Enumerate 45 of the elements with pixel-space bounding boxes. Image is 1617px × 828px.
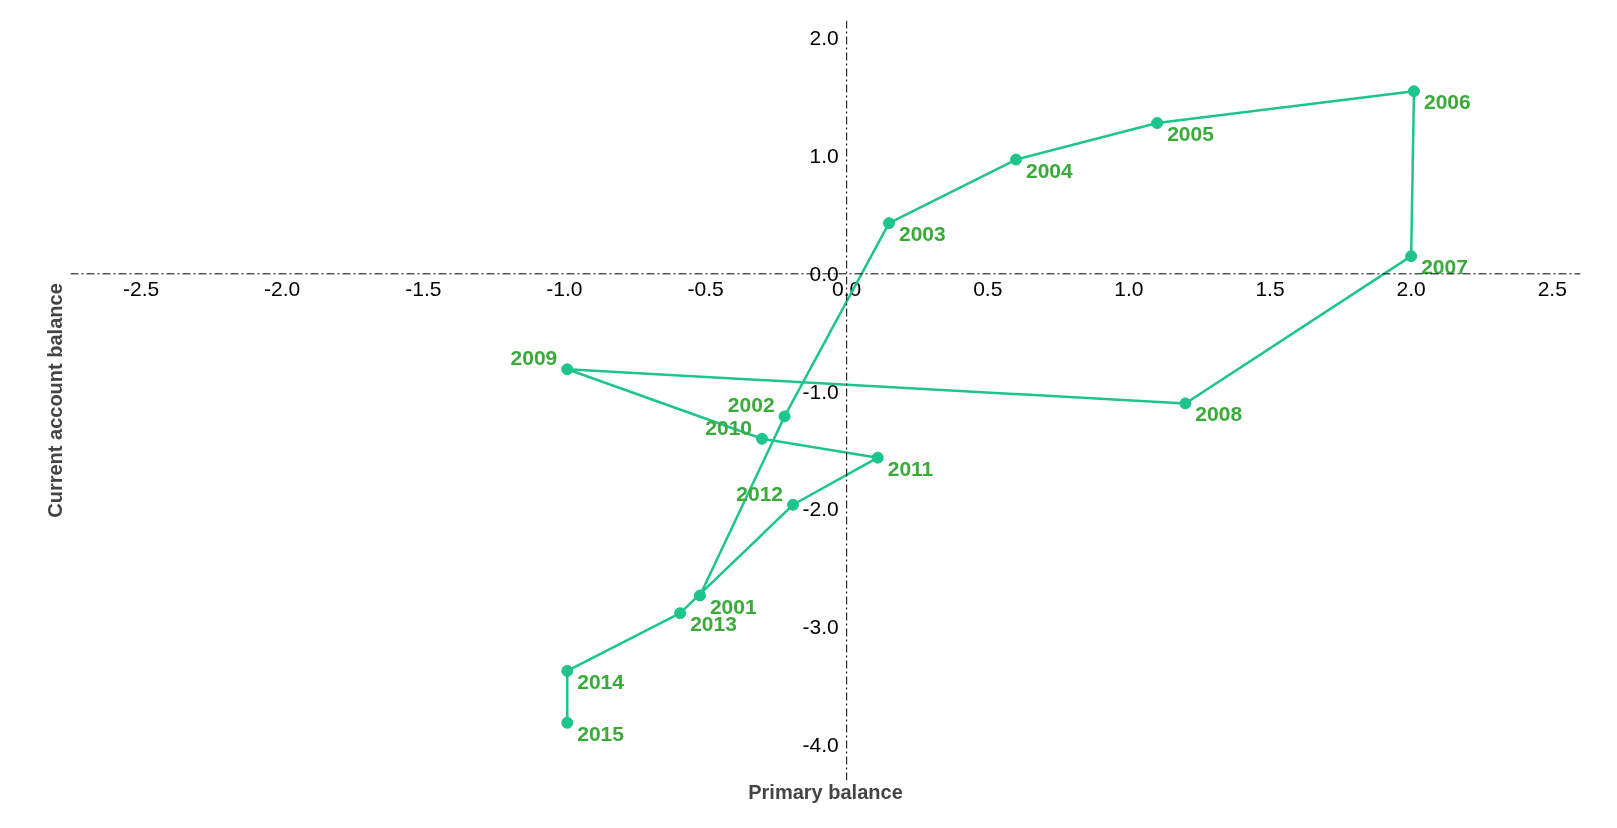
y-axis-title: Current account balance	[43, 283, 66, 518]
x-tick-label: -1.0	[546, 276, 583, 300]
x-axis-title: Primary balance	[748, 780, 903, 803]
x-tick-label: -1.5	[405, 276, 442, 300]
y-tick-label: -4.0	[802, 733, 839, 757]
y-tick-label: -1.0	[802, 379, 839, 403]
annotation: 2007	[1421, 255, 1468, 279]
annotation: 2008	[1195, 402, 1243, 426]
annotation: 2004	[1026, 158, 1074, 182]
x-tick-label: 2.0	[1396, 276, 1426, 300]
x-tick-label: -2.5	[122, 276, 160, 300]
annotation: 2011	[887, 456, 934, 480]
point	[561, 664, 574, 677]
y-tick-label: 2.0	[809, 26, 839, 50]
point	[1405, 250, 1418, 263]
annotation: 2002	[727, 393, 775, 417]
y-tick-label: -2.0	[802, 497, 839, 521]
annotation: 2015	[577, 721, 625, 745]
annotation: 2014	[577, 669, 625, 693]
annotation: 2001	[709, 594, 757, 618]
point	[693, 589, 706, 602]
point	[561, 716, 574, 729]
annotation: 2009	[510, 346, 558, 370]
annotation: 2003	[899, 222, 946, 246]
point	[756, 432, 768, 445]
point	[1179, 397, 1192, 410]
point	[778, 410, 791, 423]
y-tick-label: -3.0	[802, 615, 839, 639]
x-tick-label: 1.5	[1255, 276, 1285, 300]
x-tick-label: -0.5	[687, 276, 724, 300]
point	[561, 363, 574, 376]
point	[871, 451, 884, 464]
point	[883, 217, 895, 230]
annotation: 2006	[1423, 90, 1471, 114]
x-tick-label: 0.5	[973, 276, 1003, 300]
x-tick-label: -2.0	[264, 276, 301, 300]
point	[1407, 85, 1420, 98]
point	[674, 607, 687, 620]
y-tick-label: 1.0	[809, 144, 839, 167]
point	[1010, 153, 1023, 166]
x-tick-label: 1.0	[1114, 276, 1144, 300]
x-tick-label: 2.5	[1537, 276, 1567, 300]
annotation: 2005	[1167, 122, 1215, 146]
point	[787, 498, 800, 511]
point	[1151, 117, 1164, 129]
